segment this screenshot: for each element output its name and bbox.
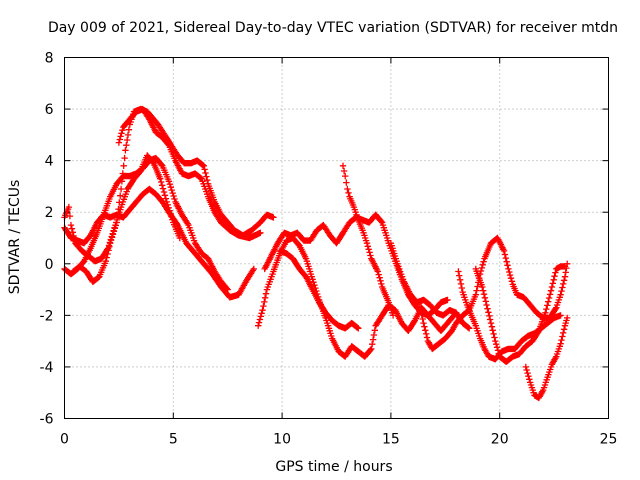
series-track-8 <box>276 247 362 332</box>
series-track-13 <box>472 263 569 365</box>
plus-markers <box>115 105 264 242</box>
x-tick-label: 20 <box>491 432 509 448</box>
x-tick-label: 15 <box>382 432 400 448</box>
y-axis-tick-labels: -6 -4 -2 0 2 4 6 8 <box>40 51 54 428</box>
chart-title: Day 009 of 2021, Sidereal Day-to-day VTE… <box>48 20 618 36</box>
x-tick-label: 10 <box>273 432 291 448</box>
y-tick-label: -4 <box>40 360 54 376</box>
plus-markers <box>276 247 362 332</box>
x-axis-label: GPS time / hours <box>275 459 392 475</box>
y-tick-label: 8 <box>45 51 54 67</box>
y-tick-label: -6 <box>40 412 54 428</box>
grid <box>64 57 609 419</box>
series-track-9 <box>339 162 397 319</box>
y-tick-label: 6 <box>45 102 54 118</box>
plus-markers <box>339 162 397 319</box>
series-track-5 <box>115 105 264 242</box>
series-track-14 <box>522 314 571 402</box>
y-tick-label: 2 <box>45 205 54 221</box>
plus-markers <box>472 263 569 365</box>
y-axis-label: SDTVAR / TECUs <box>7 180 23 295</box>
y-tick-label: 4 <box>45 154 54 170</box>
data-series <box>61 105 571 402</box>
x-axis-tick-labels: 0 5 10 15 20 25 <box>60 432 617 448</box>
x-tick-label: 0 <box>60 432 69 448</box>
x-tick-label: 5 <box>169 432 178 448</box>
plus-markers <box>522 314 571 402</box>
y-tick-label: 0 <box>45 257 54 273</box>
y-tick-label: -2 <box>40 308 54 324</box>
x-tick-label: 25 <box>600 432 618 448</box>
plot-frame <box>64 57 609 419</box>
